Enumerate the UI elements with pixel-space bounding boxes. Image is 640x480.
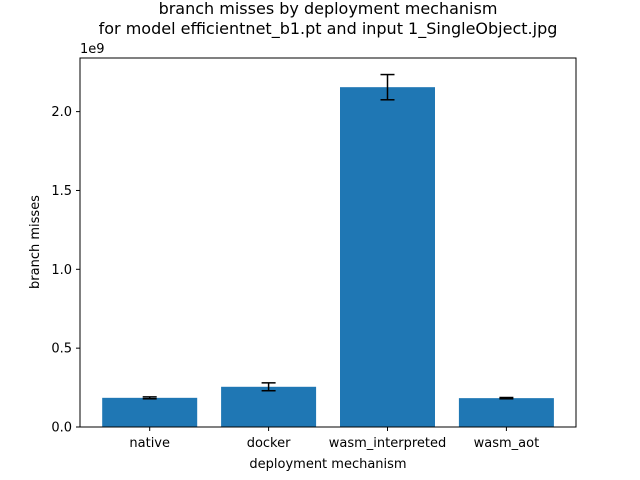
plot-frame xyxy=(79,57,577,428)
bar-wasm_interpreted xyxy=(340,87,435,427)
y-tick-label-3: 1.5 xyxy=(51,184,72,199)
y-tick-label-2: 1.0 xyxy=(51,263,72,278)
x-axis: native docker wasm_interpreted wasm_aot xyxy=(129,427,539,451)
y-axis-label: branch misses xyxy=(28,195,43,289)
bars-group xyxy=(102,87,554,427)
chart-title-line1: branch misses by deployment mechanism xyxy=(159,0,498,18)
y-tick-label-1: 0.5 xyxy=(51,342,72,357)
x-tick-label-native: native xyxy=(129,436,170,451)
x-tick-label-wasm_interpreted: wasm_interpreted xyxy=(329,436,446,451)
x-axis-label: deployment mechanism xyxy=(249,457,406,472)
chart-title-line2: for model efficientnet_b1.pt and input 1… xyxy=(99,19,558,39)
error-bars-group xyxy=(142,73,514,400)
y-axis: 0.0 0.5 1.0 1.5 2.0 xyxy=(51,105,80,436)
bar-wasm_aot xyxy=(458,398,554,427)
bar-docker xyxy=(221,386,317,427)
x-tick-label-wasm_aot: wasm_aot xyxy=(474,436,540,451)
bar-native xyxy=(102,397,198,427)
y-offset-label: 1e9 xyxy=(80,42,105,57)
x-tick-label-docker: docker xyxy=(247,436,291,451)
y-tick-label-0: 0.0 xyxy=(51,421,72,436)
y-tick-label-4: 2.0 xyxy=(51,105,72,120)
